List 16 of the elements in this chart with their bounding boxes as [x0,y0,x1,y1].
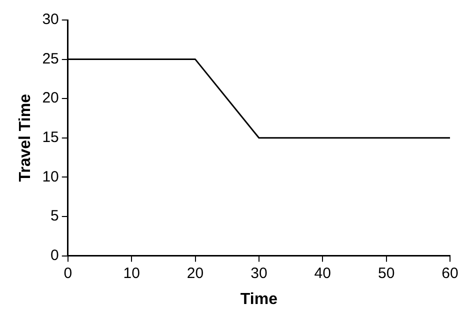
x-tick-label: 50 [378,264,395,282]
y-tick-label: 10 [42,168,59,186]
y-tick-label: 15 [42,129,59,146]
x-tick-label: 10 [123,264,140,282]
x-tick-label: 60 [442,264,458,282]
y-tick-label: 30 [42,11,59,28]
x-axis-title: Time [240,290,278,308]
x-tick-label: 0 [64,264,72,282]
y-tick-label: 25 [42,50,59,68]
y-tick-label: 20 [42,90,59,107]
y-tick-label: 5 [50,208,59,225]
x-tick-label: 40 [314,264,331,282]
y-tick-label: 0 [50,246,59,264]
x-tick-label: 20 [186,264,204,282]
y-axis-title: Travel Time [17,94,34,182]
x-tick-label: 30 [250,264,268,282]
